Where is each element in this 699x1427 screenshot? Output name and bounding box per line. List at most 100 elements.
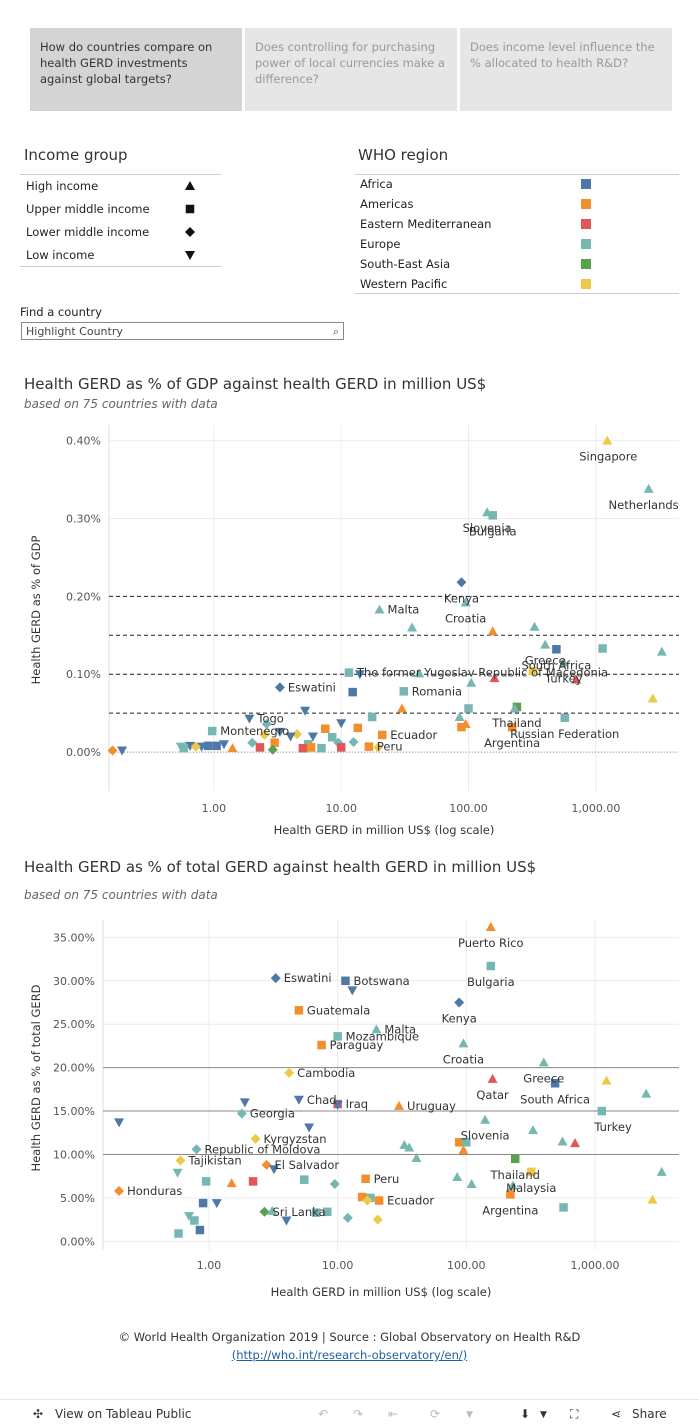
data-point[interactable] (336, 719, 347, 729)
data-point[interactable] (452, 1172, 463, 1182)
data-point[interactable] (239, 1098, 250, 1108)
data-point[interactable] (571, 674, 582, 684)
data-point[interactable] (332, 1100, 343, 1110)
data-point[interactable] (373, 742, 384, 753)
share-icon[interactable]: ⋖ (611, 1407, 622, 1421)
redo-icon[interactable]: ↷ (353, 1407, 364, 1421)
data-point[interactable] (394, 1100, 405, 1110)
data-point[interactable] (656, 1166, 667, 1176)
gdp-scatter-chart[interactable]: 1.00 10.00 100.00 1,000.00 0.00% 0.10% 0.20% 0.… (0, 420, 699, 845)
data-point[interactable] (300, 706, 311, 716)
data-point[interactable] (529, 621, 540, 631)
data-point[interactable] (374, 1196, 384, 1205)
data-point[interactable] (281, 1216, 292, 1226)
data-point[interactable] (364, 742, 374, 751)
fullscreen-icon[interactable]: ⛶ (570, 1407, 579, 1421)
data-point[interactable] (647, 1194, 658, 1204)
income-legend-label[interactable]: Upper middle income (26, 202, 150, 216)
data-point[interactable] (184, 1212, 195, 1222)
data-point[interactable] (293, 1095, 304, 1105)
data-point[interactable] (285, 732, 296, 742)
data-point[interactable] (506, 1190, 515, 1199)
region-legend-label[interactable]: Europe (360, 237, 401, 251)
data-point[interactable] (342, 1212, 353, 1223)
data-point[interactable] (460, 597, 471, 607)
data-point[interactable] (598, 644, 607, 653)
data-point[interactable] (361, 1174, 370, 1184)
search-icon[interactable]: ⌕ (332, 325, 339, 338)
data-point[interactable] (292, 729, 303, 740)
refresh-icon[interactable]: ⟳ (430, 1407, 441, 1421)
data-point[interactable] (321, 724, 330, 733)
data-point[interactable] (466, 1179, 477, 1188)
data-point[interactable] (255, 743, 265, 752)
data-point[interactable] (227, 743, 238, 753)
data-point[interactable] (348, 687, 357, 697)
share-button[interactable]: Share (632, 1407, 667, 1421)
income-legend-label[interactable]: High income (26, 179, 99, 193)
data-point[interactable] (270, 738, 279, 747)
data-point[interactable] (341, 976, 350, 986)
data-point[interactable] (454, 997, 465, 1008)
data-point[interactable] (250, 1133, 261, 1144)
data-point[interactable] (212, 741, 221, 751)
data-point[interactable] (248, 1177, 258, 1186)
data-point[interactable] (190, 1216, 199, 1225)
data-point[interactable] (353, 723, 363, 733)
data-point[interactable] (226, 1178, 237, 1188)
data-point[interactable] (552, 645, 561, 654)
data-point[interactable] (641, 1088, 652, 1098)
data-point[interactable] (218, 740, 229, 750)
data-point[interactable] (236, 1108, 247, 1119)
refresh-menu-icon[interactable]: ▼ (466, 1410, 473, 1420)
data-point[interactable] (362, 1195, 373, 1206)
data-point[interactable] (570, 1138, 581, 1148)
country-search-input[interactable]: Highlight Country ⌕ (21, 322, 344, 340)
data-point[interactable] (244, 714, 255, 724)
data-point[interactable] (528, 1125, 539, 1135)
region-legend-label[interactable]: Eastern Mediterranean (360, 217, 492, 231)
data-point[interactable] (538, 1057, 549, 1067)
data-point[interactable] (597, 1106, 607, 1116)
tab-purchasing-power[interactable]: Does controlling for purchasing power of… (245, 28, 457, 111)
download-icon[interactable]: ⬇ (520, 1407, 531, 1421)
data-point[interactable] (294, 1006, 304, 1015)
data-point[interactable] (374, 604, 385, 614)
region-legend-label[interactable]: Americas (360, 197, 414, 211)
region-legend-label[interactable]: Western Pacific (360, 277, 448, 291)
data-point[interactable] (172, 1168, 183, 1178)
data-point[interactable] (457, 722, 466, 732)
data-point[interactable] (480, 1114, 491, 1124)
data-point[interactable] (174, 1229, 183, 1238)
data-point[interactable] (284, 1067, 295, 1078)
data-point[interactable] (411, 1152, 422, 1162)
data-point[interactable] (527, 1167, 536, 1177)
view-on-tableau-link[interactable]: View on Tableau Public (55, 1407, 192, 1421)
data-point[interactable] (347, 986, 358, 996)
data-point[interactable] (191, 1144, 202, 1155)
data-point[interactable] (377, 730, 387, 740)
data-point[interactable] (602, 435, 613, 445)
data-point[interactable] (317, 743, 326, 753)
data-point[interactable] (322, 1207, 332, 1217)
data-point[interactable] (175, 1155, 186, 1166)
data-point[interactable] (306, 743, 316, 752)
data-point[interactable] (487, 1073, 498, 1083)
data-point[interactable] (348, 736, 359, 747)
undo-icon[interactable]: ↶ (318, 1407, 329, 1421)
data-point[interactable] (557, 1136, 568, 1146)
region-legend-label[interactable]: South-East Asia (360, 257, 451, 271)
data-point[interactable] (354, 670, 365, 680)
data-point[interactable] (198, 1198, 208, 1208)
data-point[interactable] (274, 727, 285, 737)
data-point[interactable] (458, 1145, 469, 1155)
data-point[interactable] (190, 741, 201, 752)
data-point[interactable] (261, 1159, 272, 1170)
data-point[interactable] (268, 1165, 279, 1175)
data-point[interactable] (509, 703, 520, 713)
region-legend-label[interactable]: Africa (360, 177, 393, 191)
data-point[interactable] (201, 1177, 211, 1186)
data-point[interactable] (114, 1185, 125, 1196)
data-point[interactable] (643, 483, 654, 493)
data-point[interactable] (399, 1139, 410, 1149)
